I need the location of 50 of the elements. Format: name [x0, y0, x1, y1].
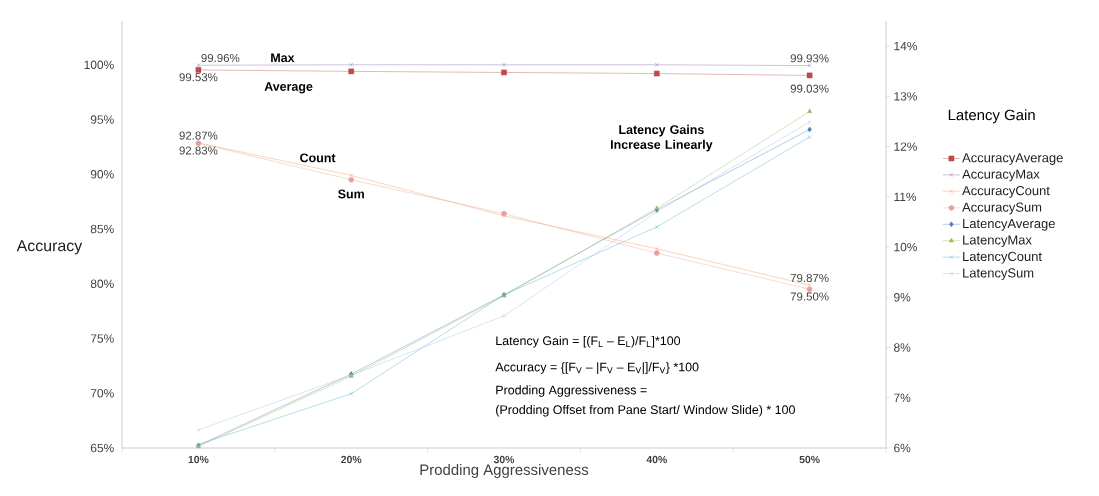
- annotation: Prodding Aggressiveness =: [496, 385, 647, 397]
- annotation: Count: [300, 153, 336, 163]
- data-label: 92.83%: [179, 146, 218, 155]
- annotation: Latency Gains Increase Linearly: [610, 124, 713, 152]
- data-label: 79.50%: [790, 292, 829, 301]
- legend-label: LatencyAverage: [963, 219, 1055, 231]
- annotation: Sum: [338, 189, 364, 199]
- legend-label: AccuracySum: [962, 202, 1042, 215]
- x-tick-label: 40%: [646, 455, 667, 464]
- data-label: 79.87%: [790, 273, 829, 282]
- legend-label: LatencySum: [963, 268, 1034, 281]
- y-tick-label: 100%: [84, 60, 114, 70]
- y-tick-label: 85%: [90, 224, 114, 234]
- data-label: 99.96%: [201, 53, 240, 63]
- y-tick-label: 90%: [90, 170, 114, 179]
- legend-label: LatencyMax: [963, 235, 1032, 248]
- y-tick-label: 95%: [90, 115, 114, 124]
- legend-label: AccuracyMax: [962, 169, 1040, 182]
- y-tick-label: 80%: [90, 279, 114, 288]
- annotation: Max: [271, 53, 295, 63]
- x-tick-label: 30%: [493, 455, 515, 464]
- y2-tick-label: 7%: [894, 393, 911, 402]
- x-axis-title: Prodding Aggressiveness: [420, 464, 589, 478]
- text: Latency Gain: [948, 109, 1035, 124]
- data-label: 99.03%: [790, 84, 829, 93]
- y2-tick-label: 10%: [894, 242, 918, 252]
- y2-tick-label: 9%: [894, 293, 911, 302]
- text: Accuracy = {[F$_{V}$ – |F$_{V}$ – E$_{V}$|]/F$_{V}$} *100: [495, 362, 699, 374]
- legend-label: AccuracyCount: [962, 186, 1050, 198]
- y2-tick-label: 11%: [894, 192, 917, 201]
- annotation: (Prodding Offset from Pane Start/ Window Slide) * 100: [496, 404, 795, 417]
- x-tick-label: 50%: [799, 455, 820, 464]
- x-tick-label: 20%: [341, 455, 362, 464]
- annotation: Average: [264, 82, 313, 94]
- legend-label: LatencyCount: [963, 251, 1042, 264]
- data-label: 99.53%: [179, 73, 218, 82]
- y2-tick-label: 14%: [894, 41, 918, 51]
- data-label: 92.87%: [179, 131, 218, 140]
- x-tick-label: 10%: [188, 455, 209, 464]
- y2-tick-label: 8%: [894, 343, 911, 352]
- y2-tick-label: 12%: [894, 142, 918, 151]
- y-tick-label: 70%: [90, 389, 114, 398]
- y2-tick-label: 6%: [894, 443, 911, 453]
- y-axis-title: Accuracy: [16, 240, 83, 255]
- y2-tick-label: 13%: [894, 92, 918, 101]
- y-tick-label: 65%: [90, 443, 114, 453]
- legend-label: AccuracyAverage: [962, 153, 1063, 165]
- data-label: 99.93%: [790, 54, 829, 63]
- y-tick-label: 75%: [90, 334, 114, 343]
- annotation: Latency Gain = [(F$_{L}$ – E$_{L}$)/F$_{L}$]*100: [496, 335, 681, 348]
